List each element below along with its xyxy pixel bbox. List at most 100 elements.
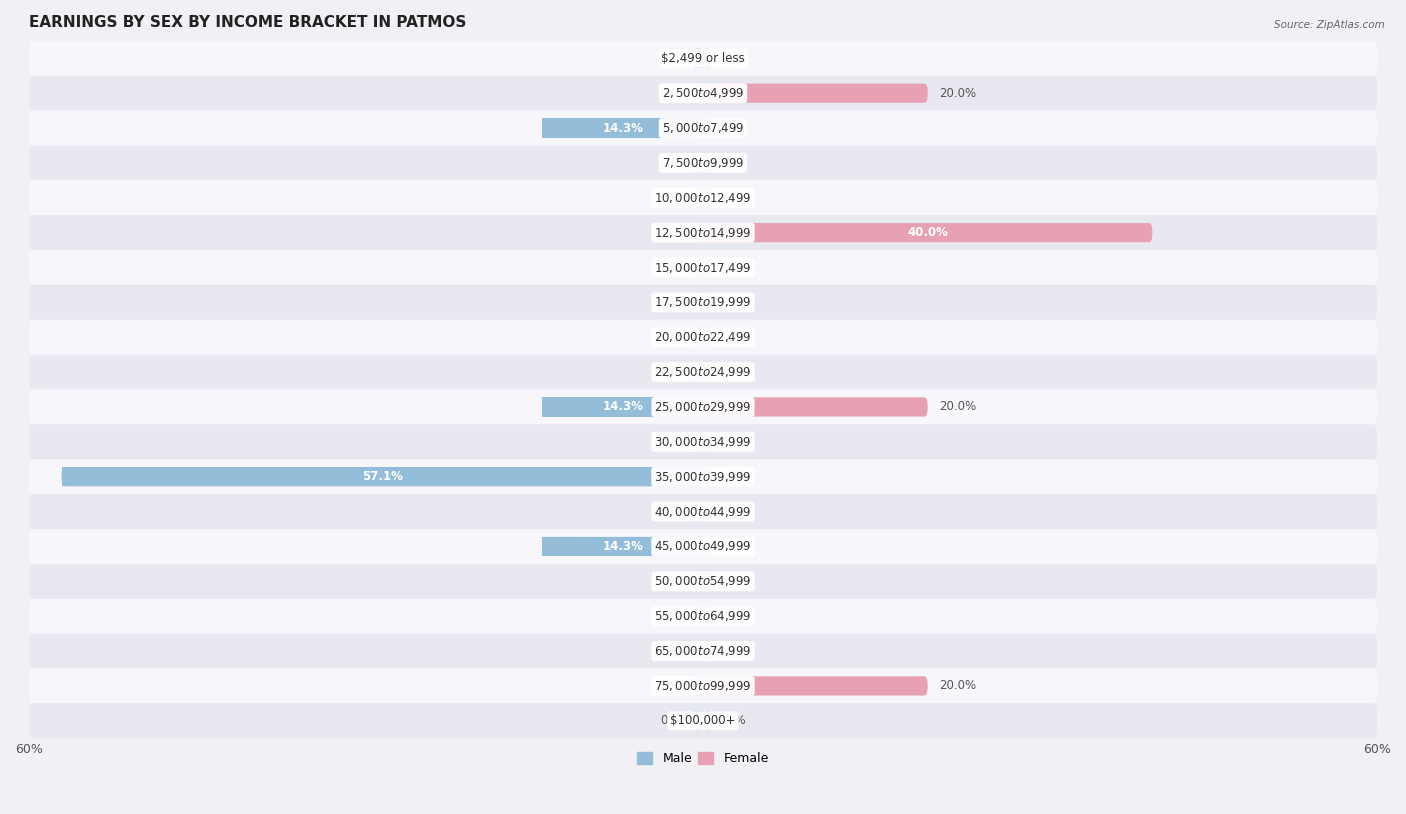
FancyBboxPatch shape <box>30 285 1376 320</box>
Text: $40,000 to $44,999: $40,000 to $44,999 <box>654 505 752 519</box>
FancyBboxPatch shape <box>30 703 1376 738</box>
FancyBboxPatch shape <box>30 76 1376 111</box>
FancyBboxPatch shape <box>703 328 711 347</box>
Text: 0.0%: 0.0% <box>717 295 747 309</box>
FancyBboxPatch shape <box>30 633 1376 668</box>
Text: 0.0%: 0.0% <box>659 261 689 274</box>
FancyBboxPatch shape <box>703 432 711 452</box>
Text: 14.3%: 14.3% <box>602 400 643 414</box>
Bar <box>695 223 703 243</box>
Text: $7,500 to $9,999: $7,500 to $9,999 <box>662 156 744 170</box>
FancyBboxPatch shape <box>695 293 703 312</box>
FancyBboxPatch shape <box>543 397 703 417</box>
Text: $100,000+: $100,000+ <box>671 714 735 727</box>
FancyBboxPatch shape <box>30 599 1376 633</box>
Bar <box>695 293 703 312</box>
FancyBboxPatch shape <box>30 320 1376 355</box>
FancyBboxPatch shape <box>30 668 1376 703</box>
Bar <box>695 641 703 661</box>
FancyBboxPatch shape <box>695 571 703 591</box>
Text: $12,500 to $14,999: $12,500 to $14,999 <box>654 225 752 239</box>
Text: 0.0%: 0.0% <box>717 714 747 727</box>
FancyBboxPatch shape <box>30 146 1376 181</box>
Text: 20.0%: 20.0% <box>939 400 976 414</box>
FancyBboxPatch shape <box>695 153 703 173</box>
Text: $15,000 to $17,499: $15,000 to $17,499 <box>654 260 752 274</box>
Text: $2,500 to $4,999: $2,500 to $4,999 <box>662 86 744 100</box>
Bar <box>62 467 703 486</box>
FancyBboxPatch shape <box>695 328 703 347</box>
FancyBboxPatch shape <box>695 84 703 103</box>
Text: 0.0%: 0.0% <box>717 365 747 379</box>
FancyBboxPatch shape <box>30 494 1376 529</box>
FancyBboxPatch shape <box>703 223 1153 243</box>
Text: $65,000 to $74,999: $65,000 to $74,999 <box>654 644 752 658</box>
Text: 0.0%: 0.0% <box>659 156 689 169</box>
Text: 0.0%: 0.0% <box>659 365 689 379</box>
Text: Source: ZipAtlas.com: Source: ZipAtlas.com <box>1274 20 1385 30</box>
Legend: Male, Female: Male, Female <box>633 747 773 770</box>
Bar <box>695 84 703 103</box>
Text: 0.0%: 0.0% <box>659 714 689 727</box>
Text: $10,000 to $12,499: $10,000 to $12,499 <box>654 190 752 205</box>
FancyBboxPatch shape <box>703 188 711 208</box>
Text: 0.0%: 0.0% <box>659 295 689 309</box>
Text: $20,000 to $22,499: $20,000 to $22,499 <box>654 330 752 344</box>
Text: 0.0%: 0.0% <box>717 470 747 484</box>
FancyBboxPatch shape <box>703 153 711 173</box>
Text: 0.0%: 0.0% <box>717 610 747 623</box>
FancyBboxPatch shape <box>703 606 711 626</box>
FancyBboxPatch shape <box>695 502 703 521</box>
FancyBboxPatch shape <box>695 223 703 243</box>
FancyBboxPatch shape <box>30 424 1376 459</box>
Bar <box>695 49 703 68</box>
Text: 0.0%: 0.0% <box>717 645 747 658</box>
FancyBboxPatch shape <box>543 119 703 138</box>
Bar <box>695 153 703 173</box>
FancyBboxPatch shape <box>695 258 703 277</box>
FancyBboxPatch shape <box>30 41 1376 76</box>
Bar <box>695 676 703 695</box>
FancyBboxPatch shape <box>30 250 1376 285</box>
Text: 0.0%: 0.0% <box>659 645 689 658</box>
FancyBboxPatch shape <box>30 459 1376 494</box>
FancyBboxPatch shape <box>695 188 703 208</box>
Text: 0.0%: 0.0% <box>717 121 747 134</box>
FancyBboxPatch shape <box>703 119 711 138</box>
Text: $45,000 to $49,999: $45,000 to $49,999 <box>654 540 752 554</box>
Bar <box>543 119 703 138</box>
FancyBboxPatch shape <box>695 606 703 626</box>
Text: 0.0%: 0.0% <box>717 505 747 518</box>
Text: 20.0%: 20.0% <box>939 86 976 99</box>
Text: 40.0%: 40.0% <box>907 226 948 239</box>
Bar <box>695 502 703 521</box>
Text: 0.0%: 0.0% <box>717 540 747 553</box>
Bar <box>695 606 703 626</box>
FancyBboxPatch shape <box>30 529 1376 564</box>
FancyBboxPatch shape <box>695 49 703 68</box>
FancyBboxPatch shape <box>703 467 711 486</box>
Text: 0.0%: 0.0% <box>659 575 689 588</box>
FancyBboxPatch shape <box>703 502 711 521</box>
Text: $5,000 to $7,499: $5,000 to $7,499 <box>662 121 744 135</box>
FancyBboxPatch shape <box>695 362 703 382</box>
Text: $2,499 or less: $2,499 or less <box>661 52 745 65</box>
FancyBboxPatch shape <box>30 390 1376 424</box>
FancyBboxPatch shape <box>703 397 928 417</box>
Text: 0.0%: 0.0% <box>659 435 689 449</box>
FancyBboxPatch shape <box>30 564 1376 599</box>
Text: 0.0%: 0.0% <box>659 52 689 65</box>
FancyBboxPatch shape <box>703 293 711 312</box>
FancyBboxPatch shape <box>703 49 711 68</box>
Text: $22,500 to $24,999: $22,500 to $24,999 <box>654 365 752 379</box>
Bar <box>695 258 703 277</box>
Text: 0.0%: 0.0% <box>659 86 689 99</box>
Bar <box>543 537 703 556</box>
FancyBboxPatch shape <box>30 111 1376 146</box>
Text: $17,500 to $19,999: $17,500 to $19,999 <box>654 295 752 309</box>
Text: $35,000 to $39,999: $35,000 to $39,999 <box>654 470 752 484</box>
Text: 0.0%: 0.0% <box>659 191 689 204</box>
Text: 0.0%: 0.0% <box>717 52 747 65</box>
Text: $55,000 to $64,999: $55,000 to $64,999 <box>654 609 752 624</box>
FancyBboxPatch shape <box>543 537 703 556</box>
